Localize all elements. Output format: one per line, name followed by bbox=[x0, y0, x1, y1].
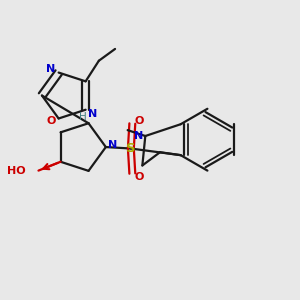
Text: S: S bbox=[126, 142, 136, 155]
Text: N: N bbox=[88, 109, 98, 119]
Text: O: O bbox=[134, 172, 143, 182]
Text: H: H bbox=[80, 112, 87, 122]
Text: O: O bbox=[134, 116, 143, 126]
Text: HO: HO bbox=[8, 166, 26, 176]
Text: N: N bbox=[134, 131, 143, 141]
Text: N: N bbox=[46, 64, 55, 74]
Text: O: O bbox=[46, 116, 56, 126]
Text: N: N bbox=[108, 140, 117, 150]
